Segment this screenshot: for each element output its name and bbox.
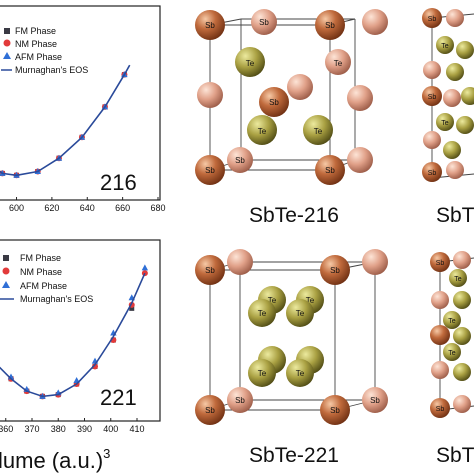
chart-216: 40600620640660680 FM Phase NM Phase AFM … [0,5,166,213]
x-tick-label: 390 [77,424,92,434]
svg-text:Sb: Sb [428,94,437,101]
structure-221-caption: SbTe-221 [249,444,339,467]
x-tick-label: 680 [150,203,165,213]
legend-nm-marker [2,267,10,275]
svg-text:Te: Te [306,296,315,305]
panel-label-221: 221 [100,385,137,410]
cropped-caption-top: SbT [436,204,474,227]
panel-label-216: 216 [100,170,137,195]
legend-fm-label: FM Phase [15,26,56,36]
svg-text:Sb: Sb [259,18,269,27]
x-tick-label: 360 [0,424,13,434]
x-tick-label: 620 [44,203,59,213]
x-tick-label: 410 [129,424,144,434]
legend: FM Phase NM Phase AFM Phase Murnaghan's … [0,253,93,304]
svg-text:Te: Te [448,318,456,325]
cropped-caption-bottom: SbT [436,444,474,467]
svg-text:Te: Te [258,369,267,378]
chart-221: 360 370 380 390 400 410 FM Phase NM Phase AFM… [0,239,161,473]
svg-text:Te: Te [258,127,267,136]
svg-text:Sb: Sb [325,21,335,30]
legend-nm-label: NM Phase [20,267,62,277]
svg-text:Sb: Sb [205,406,215,415]
svg-text:Sb: Sb [428,170,437,177]
plot-frame [0,5,161,201]
x-axis-ticks: 360 370 380 390 400 410 [0,418,145,434]
svg-text:Sb: Sb [205,266,215,275]
svg-text:Sb: Sb [330,266,340,275]
svg-text:Te: Te [454,276,462,283]
legend-nm-marker [3,39,11,47]
x-tick-label: 400 [103,424,118,434]
svg-text:Te: Te [258,309,267,318]
legend-afm-label: AFM Phase [20,281,67,291]
legend-afm-marker [2,281,10,288]
svg-text:Sb: Sb [330,406,340,415]
svg-text:Te: Te [334,59,343,68]
structure-216-caption: SbTe-216 [249,204,339,227]
svg-text:Sb: Sb [235,156,245,165]
structure-221-atoms: Sb Sb Te Te Te Te Te Te Sb Sb Sb Sb [195,249,388,425]
x-tick-label: 370 [24,424,39,434]
svg-text:Te: Te [448,350,456,357]
svg-text:Te: Te [314,127,323,136]
legend-eos-label: Murnaghan's EOS [20,294,93,304]
legend-afm-label: AFM Phase [15,52,62,62]
svg-text:Sb: Sb [205,21,215,30]
legend-fm-marker [4,28,10,34]
data-point-triangle [141,264,149,271]
svg-text:Sb: Sb [370,396,380,405]
series-eos-line [0,64,131,177]
svg-text:Sb: Sb [205,166,215,175]
svg-text:Sb: Sb [325,166,335,175]
x-tick-label: 600 [9,203,24,213]
svg-text:Te: Te [296,369,305,378]
svg-text:Te: Te [441,120,449,127]
data-marks [0,264,149,400]
legend: FM Phase NM Phase AFM Phase Murnaghan's … [1,26,88,75]
x-axis-ticks: 40600620640660680 [9,197,166,213]
legend-fm-label: FM Phase [20,253,61,263]
legend-fm-marker [3,255,9,261]
data-marks [0,64,131,179]
data-point-square [129,305,135,311]
data-point-circle [92,363,98,370]
cropped-structure-top: Sb Te Sb Te Sb [422,8,474,182]
structure-216-atoms: Sb Sb Sb Te Te Sb Te Te Sb Sb Sb [195,9,388,185]
svg-text:Te: Te [441,43,449,50]
x-axis-label: lume (a.u.)3 [0,446,110,473]
svg-text:Sb: Sb [436,260,445,267]
structure-221 [209,261,376,411]
legend-afm-marker [3,52,11,59]
svg-text:Sb: Sb [436,406,445,413]
x-tick-label: 380 [51,424,66,434]
cropped-structure-bottom: Sb Te Te Te Sb [430,251,474,418]
legend-eos-label: Murnaghan's EOS [15,65,88,75]
svg-text:Te: Te [296,309,305,318]
x-tick-label: 640 [80,203,95,213]
svg-text:Sb: Sb [235,396,245,405]
series-eos-line [0,272,146,398]
svg-text:Sb: Sb [269,98,279,107]
x-tick-label: 660 [115,203,130,213]
svg-text:Sb: Sb [428,16,437,23]
svg-text:Te: Te [246,59,255,68]
legend-nm-label: NM Phase [15,39,57,49]
svg-text:Te: Te [268,296,277,305]
